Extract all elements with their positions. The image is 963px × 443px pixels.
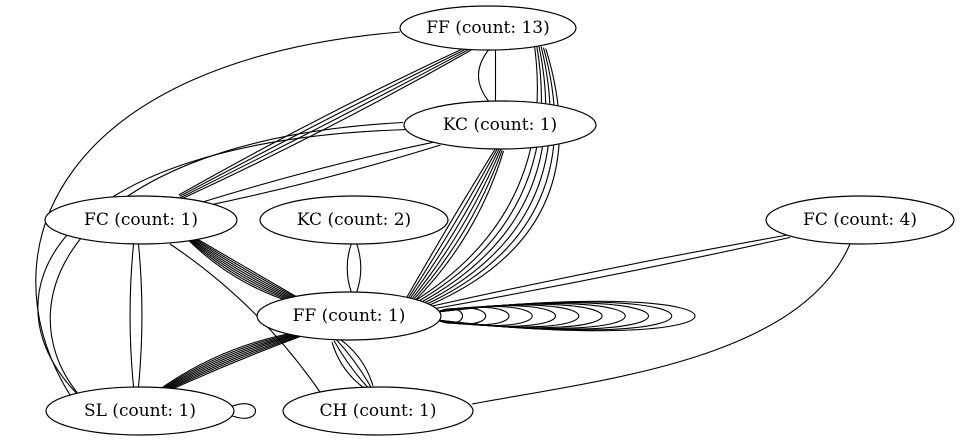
edge-kc1-to-ff1-4 (408, 148, 500, 300)
edge-fc1-to-ff1-5 (189, 237, 301, 303)
edge-kc1-to-ff1-6 (406, 146, 497, 299)
node-fc1-label: FC (count: 1) (84, 210, 198, 230)
node-fc4-label: FC (count: 4) (803, 210, 917, 230)
node-fc4[interactable]: FC (count: 4) (765, 195, 955, 245)
edge-fc1-to-ff1-2 (190, 235, 302, 301)
edge-ff1-to-sl1-7 (159, 331, 300, 391)
node-ff1-label: FF (count: 1) (293, 306, 406, 326)
edges (35, 31, 851, 419)
edge-kc2-to-ff1-1 (356, 243, 362, 293)
edge-ff13-to-fc1-4 (178, 45, 470, 196)
edge-kc1-to-fc1-2 (199, 140, 440, 204)
node-fc4-ellipse (765, 195, 955, 245)
edge-ff13-to-ff1-3 (420, 46, 551, 306)
edge-ff1-to-sl1-1 (160, 335, 302, 395)
edge-fc1-to-sl1-2 (129, 243, 135, 388)
node-fc1-ellipse (44, 195, 238, 245)
edge-ff1-self-loop-4 (436, 305, 533, 327)
edge-ff1-self-loop-1 (436, 308, 463, 324)
nodes: FF (count: 13) KC (count: 1) FC (count: … (44, 5, 955, 436)
edge-fc1-to-ff1-1 (191, 235, 302, 301)
node-ch1-ellipse (282, 386, 474, 436)
node-kc2[interactable]: KC (count: 2) (259, 195, 449, 245)
edge-ff13-to-ff1-6 (413, 43, 538, 302)
edge-fc1-to-ff1-7 (188, 239, 300, 305)
node-sl1-ellipse (45, 386, 235, 436)
edge-ff1-to-sl1-5 (159, 333, 301, 393)
node-sl1[interactable]: SL (count: 1) (45, 386, 235, 436)
edge-kc1-to-ff1-2 (411, 150, 503, 302)
node-ff1-ellipse (256, 291, 442, 341)
edge-ff13-to-ff1-5 (416, 44, 542, 303)
edge-fc1-to-ff1-4 (189, 237, 301, 303)
edge-ff13-to-fc1-1 (180, 49, 472, 200)
edge-fc4-to-ff1-2 (429, 234, 790, 308)
edge-fc1-to-ch1-1 (169, 243, 321, 393)
edge-ff1-to-sl1-8 (158, 331, 300, 391)
edge-fc1-to-ff1-3 (190, 236, 301, 302)
edge-ff1-to-sl1-6 (159, 332, 300, 392)
edge-ff13-to-ff1-1 (425, 48, 560, 308)
edge-ff13-to-kc1-2 (477, 49, 489, 102)
node-ff1[interactable]: FF (count: 1) (256, 291, 442, 341)
edge-sl1-self-loop-1 (229, 403, 256, 419)
node-ch1[interactable]: CH (count: 1) (282, 386, 474, 436)
edge-kc1-to-ff1-5 (407, 147, 499, 300)
edge-ff13-to-ff1-2 (423, 47, 556, 307)
edge-ff1-to-sl1-2 (160, 335, 301, 395)
edge-fc4-to-ff1-1 (430, 236, 791, 310)
node-ff13[interactable]: FF (count: 13) (399, 5, 577, 51)
edge-ff1-to-ch1-4 (331, 342, 368, 391)
node-kc1[interactable]: KC (count: 1) (403, 100, 597, 150)
node-ch1-label: CH (count: 1) (320, 401, 437, 421)
node-kc1-ellipse (403, 100, 597, 150)
edge-ff13-to-ff1-4 (418, 45, 547, 304)
edge-ff1-to-ch1-3 (333, 340, 370, 390)
edge-kc1-to-ff1-3 (410, 149, 502, 301)
edge-fc1-to-sl1-1 (137, 243, 143, 388)
edge-ff1-self-loop-9 (436, 302, 650, 330)
edge-ff13-to-sl1-1 (35, 31, 401, 396)
node-ff13-ellipse (399, 5, 577, 51)
node-kc2-label: KC (count: 2) (297, 210, 411, 230)
edge-ff1-to-ch1-1 (337, 337, 374, 386)
node-kc2-ellipse (259, 195, 449, 245)
edge-fc1-to-ff1-6 (189, 238, 300, 304)
node-kc1-label: KC (count: 1) (443, 115, 557, 135)
edge-ff13-to-fc1-3 (179, 46, 470, 197)
edge-kc1-to-fc1-1 (200, 144, 441, 208)
edge-kc1-to-ff1-1 (413, 150, 505, 303)
node-ff13-label: FF (count: 13) (426, 18, 550, 38)
edge-ff1-to-sl1-4 (159, 333, 301, 393)
node-fc1[interactable]: FC (count: 1) (44, 195, 238, 245)
edge-ff1-to-ch1-2 (335, 338, 372, 388)
edge-ff1-to-sl1-3 (160, 334, 301, 394)
edge-kc2-to-ff1-2 (346, 243, 352, 293)
node-sl1-label: SL (count: 1) (84, 401, 196, 421)
edge-ff13-to-fc1-2 (180, 48, 471, 199)
edge-fc4-to-ch1-1 (471, 243, 851, 405)
edge-ff1-self-loop-11 (436, 300, 696, 332)
